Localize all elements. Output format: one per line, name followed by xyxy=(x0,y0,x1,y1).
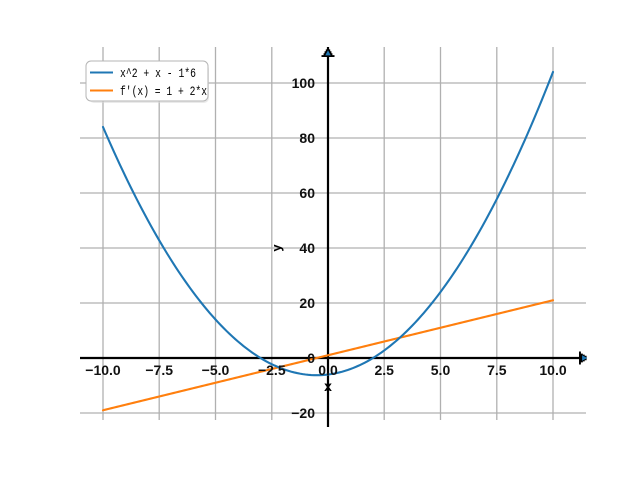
svg-text:f'(x) = 1 + 2*x: f'(x) = 1 + 2*x xyxy=(120,85,207,99)
svg-text:−5.0: −5.0 xyxy=(202,362,230,378)
svg-text:5.0: 5.0 xyxy=(431,362,451,378)
svg-text:0.0: 0.0 xyxy=(318,362,338,378)
svg-text:0: 0 xyxy=(307,350,315,366)
svg-text:40: 40 xyxy=(299,240,315,256)
svg-text:−2.5: −2.5 xyxy=(258,362,286,378)
svg-text:y: y xyxy=(269,244,284,252)
svg-text:100: 100 xyxy=(292,75,316,91)
svg-text:x: x xyxy=(324,378,332,394)
svg-text:10.0: 10.0 xyxy=(539,362,566,378)
svg-text:x^2 + x - 1*6: x^2 + x - 1*6 xyxy=(120,67,196,81)
svg-text:−10.0: −10.0 xyxy=(85,362,121,378)
svg-text:20: 20 xyxy=(299,295,315,311)
svg-text:2.5: 2.5 xyxy=(374,362,394,378)
svg-text:60: 60 xyxy=(299,185,315,201)
svg-text:−7.5: −7.5 xyxy=(145,362,173,378)
svg-text:−20: −20 xyxy=(291,405,315,421)
svg-text:7.5: 7.5 xyxy=(487,362,507,378)
svg-text:80: 80 xyxy=(299,130,315,146)
